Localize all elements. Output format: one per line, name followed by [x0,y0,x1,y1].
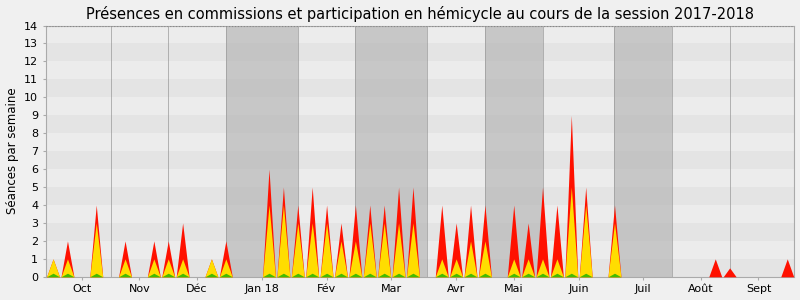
Bar [485,26,542,277]
Bar [46,44,794,62]
Bar [46,97,794,115]
Y-axis label: Séances par semaine: Séances par semaine [6,88,18,214]
Bar [46,205,794,223]
Bar [46,169,794,187]
Bar [46,187,794,205]
Bar [46,223,794,241]
Bar [614,26,672,277]
Title: Présences en commissions et participation en hémicycle au cours de la session 20: Présences en commissions et participatio… [86,6,754,22]
Bar [46,115,794,133]
Bar [46,241,794,259]
Bar [46,259,794,277]
Bar [46,151,794,169]
Bar [355,26,427,277]
Bar [46,133,794,151]
Bar [46,26,794,44]
Bar [46,61,794,80]
Bar [46,80,794,97]
Bar [226,26,298,277]
